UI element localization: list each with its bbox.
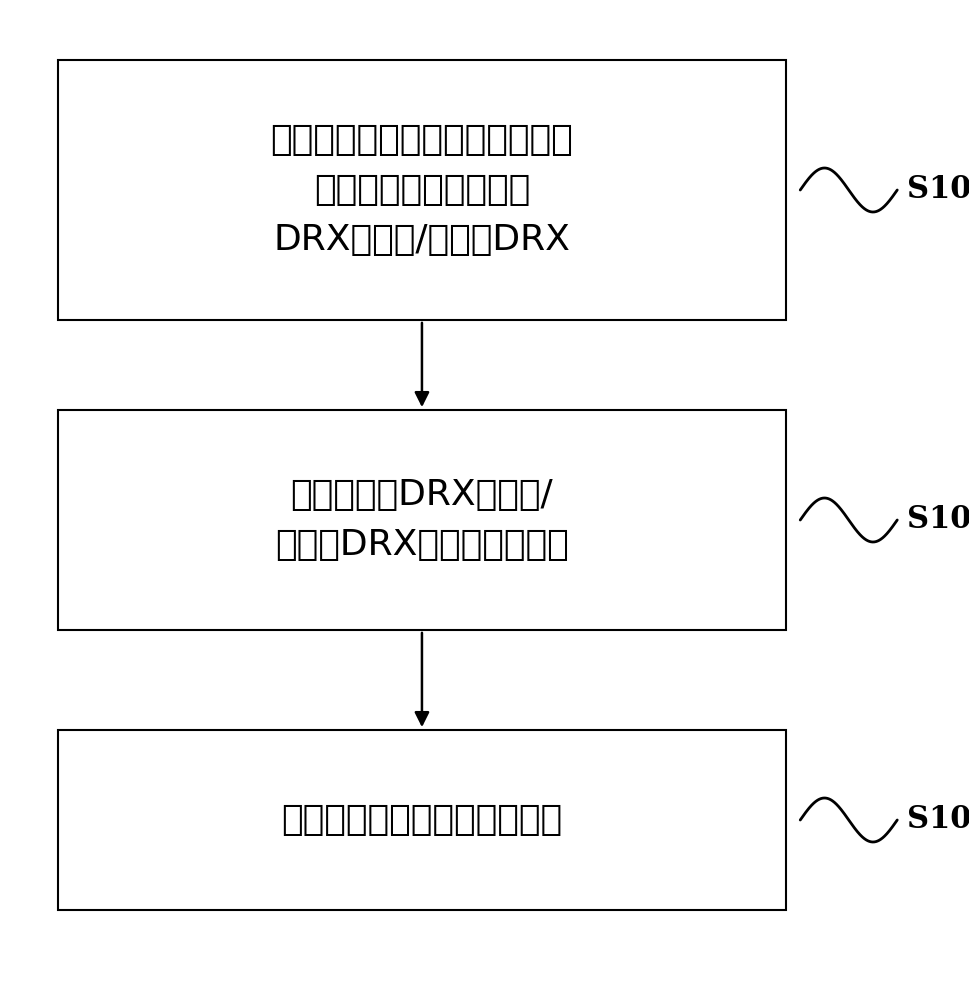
Text: 在该寻呼时刻向终端进行寻呼: 在该寻呼时刻向终端进行寻呼 — [281, 803, 562, 837]
FancyBboxPatch shape — [58, 730, 785, 910]
FancyBboxPatch shape — [58, 60, 785, 320]
Text: S103: S103 — [906, 804, 969, 836]
Text: 根据该扩展DRX指示和/
或扩展DRX，计算寻呼时刻: 根据该扩展DRX指示和/ 或扩展DRX，计算寻呼时刻 — [275, 478, 568, 562]
Text: 接收核心网网元下发的寻呼消息
，该寻呼消息包括扩展
DRX指示和/或扩展DRX: 接收核心网网元下发的寻呼消息 ，该寻呼消息包括扩展 DRX指示和/或扩展DRX — [270, 123, 573, 257]
FancyBboxPatch shape — [58, 410, 785, 630]
Text: S102: S102 — [906, 504, 969, 536]
Text: S101: S101 — [906, 174, 969, 206]
